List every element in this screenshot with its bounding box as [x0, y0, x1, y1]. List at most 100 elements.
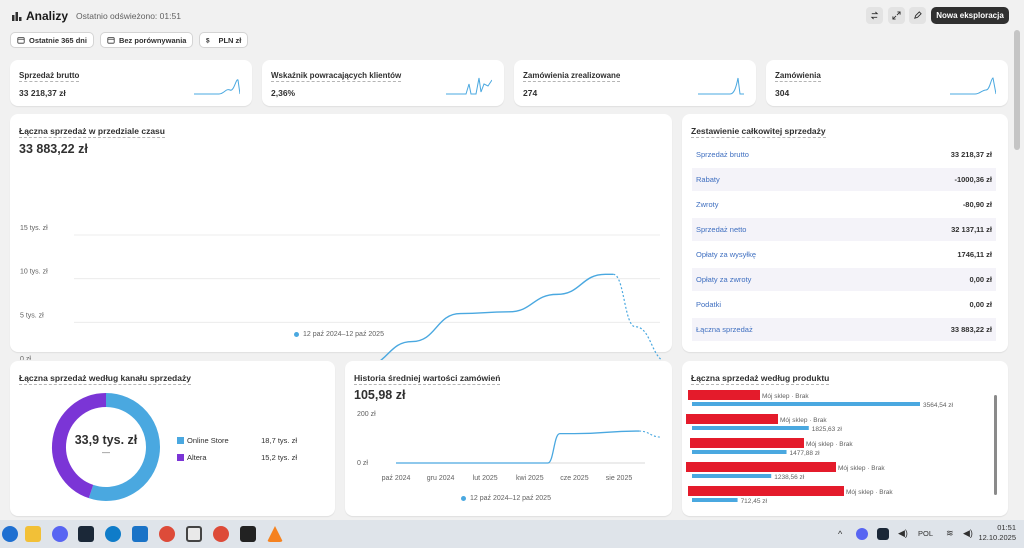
product-label: Mój sklep · Brak — [780, 417, 827, 424]
chevron-up-icon[interactable]: ^ — [838, 529, 843, 539]
breakdown-row[interactable]: Opłaty za zwroty 0,00 zł — [692, 268, 996, 291]
page-scrollbar[interactable] — [1014, 30, 1020, 150]
discord-icon[interactable] — [52, 526, 68, 542]
breakdown-row[interactable]: Zwroty -80,90 zł — [692, 193, 996, 216]
product-value: 1477,88 zł — [790, 450, 821, 457]
channel-value: 15,2 tys. zł — [261, 452, 297, 462]
mail-icon[interactable] — [132, 526, 148, 542]
kpi-card-gross-sales[interactable]: Sprzedaż brutto 33 218,37 zł — [10, 60, 252, 106]
page-header: Analizy Ostatnio odświeżono: 01:51 Nowa … — [0, 0, 1024, 30]
breakdown-row[interactable]: Opłaty za wysyłkę 1746,11 zł — [692, 243, 996, 266]
capcut-icon[interactable] — [240, 526, 256, 542]
breakdown-row[interactable]: Rabaty -1000,36 zł — [692, 168, 996, 191]
new-exploration-button[interactable]: Nowa eksploracja — [931, 7, 1009, 24]
product-bar — [692, 402, 920, 406]
folder-icon[interactable] — [25, 526, 41, 542]
calendar-compare-icon — [107, 37, 115, 44]
legend-label: 12 paź 2024–12 paź 2025 — [470, 495, 551, 502]
kpi-label: Wskaźnik powracających klientów — [271, 71, 402, 82]
kpi-card-orders[interactable]: Zamówienia 304 — [766, 60, 1008, 106]
chrome-icon[interactable] — [159, 526, 175, 542]
card-title: Łączna sprzedaż w przedziale czasu — [19, 126, 165, 138]
start-icon[interactable] — [2, 526, 18, 542]
breakdown-row[interactable]: Sprzedaż brutto 33 218,37 zł — [692, 143, 996, 166]
y-tick-label: 0 zł — [357, 460, 368, 467]
series-projection-line — [638, 430, 662, 438]
currency-icon: $ — [206, 37, 210, 44]
x-tick-label: sie 2025 — [606, 475, 633, 482]
row-label[interactable]: Opłaty za zwroty — [696, 275, 752, 284]
calendar-icon — [17, 37, 25, 44]
breakdown-row[interactable]: Podatki 0,00 zł — [692, 293, 996, 316]
product-thumbnail-bar — [690, 438, 804, 448]
fullscreen-button[interactable] — [888, 7, 905, 24]
edge-icon[interactable] — [105, 526, 121, 542]
language-indicator[interactable]: POL — [918, 529, 934, 538]
compare-label: Bez porównywania — [118, 35, 187, 45]
clock-date: 12.10.2025 — [978, 533, 1016, 542]
kpi-label: Zamówienia — [775, 71, 821, 82]
product-label: Mój sklep · Brak — [762, 393, 809, 400]
kpi-card-fulfilled-orders[interactable]: Zamówienia zrealizowane 274 — [514, 60, 756, 106]
legend-swatch — [294, 332, 299, 337]
aov-history-card: Historia średniej wartości zamówień 105,… — [345, 361, 672, 516]
breakdown-row[interactable]: Sprzedaż netto 32 137,11 zł — [692, 218, 996, 241]
row-label[interactable]: Podatki — [696, 300, 722, 309]
card-title: Łączna sprzedaż według produktu — [691, 373, 830, 385]
sales-by-channel-card: Łączna sprzedaż według kanału sprzedaży … — [10, 361, 335, 516]
row-value: 0,00 zł — [969, 300, 992, 309]
y-tick-label: 200 zł — [357, 411, 376, 418]
legend-label: 12 paź 2024–12 paź 2025 — [303, 331, 384, 338]
product-bar — [692, 426, 809, 430]
row-label[interactable]: Łączna sprzedaż — [696, 325, 753, 334]
speaker-icon[interactable]: ◀) — [963, 528, 973, 538]
row-label[interactable]: Sprzedaż netto — [696, 225, 747, 234]
row-label[interactable]: Sprzedaż brutto — [696, 150, 749, 159]
kpi-card-returning-customers[interactable]: Wskaźnik powracających klientów 2,36% — [262, 60, 504, 106]
breakdown-row[interactable]: Łączna sprzedaż 33 883,22 zł — [692, 318, 996, 341]
row-label[interactable]: Rabaty — [696, 175, 720, 184]
kpi-value: 2,36% — [271, 88, 296, 98]
tray-steam-icon[interactable] — [877, 528, 889, 540]
kpi-sparkline — [446, 77, 492, 95]
x-tick-label: gru 2024 — [427, 475, 455, 482]
kpi-sparkline — [950, 77, 996, 95]
edit-button[interactable] — [909, 7, 926, 24]
donut-slice — [88, 393, 160, 501]
channel-name: Altera — [187, 452, 207, 462]
product-value: 1825,63 zł — [812, 426, 843, 433]
row-label[interactable]: Opłaty za wysyłkę — [696, 250, 757, 259]
kpi-label: Zamówienia zrealizowane — [523, 71, 621, 82]
row-label[interactable]: Zwroty — [696, 200, 719, 209]
chrome-profile-icon[interactable] — [213, 526, 229, 542]
x-tick-label: cze 2025 — [560, 475, 589, 482]
vlc-icon[interactable] — [267, 526, 283, 542]
product-value: 3564,54 zł — [923, 402, 954, 409]
svg-text:$: $ — [206, 37, 210, 44]
product-value: 712,45 zł — [741, 498, 768, 505]
product-label: Mój sklep · Brak — [806, 441, 853, 448]
wifi-icon[interactable]: ≋ — [946, 528, 954, 538]
date-range-button[interactable]: Ostatnie 365 dni — [10, 32, 94, 48]
kpi-label: Sprzedaż brutto — [19, 71, 80, 82]
product-label: Mój sklep · Brak — [846, 489, 893, 496]
series-line — [396, 430, 640, 464]
x-tick-label: lut 2025 — [473, 475, 498, 482]
bar-chart-icon — [12, 12, 22, 21]
refresh-status: Ostatnio odświeżono: 01:51 — [76, 11, 181, 21]
y-tick-label: 5 tys. zł — [20, 312, 44, 319]
currency-button[interactable]: $ PLN zł — [199, 32, 249, 48]
y-tick-label: 10 tys. zł — [20, 269, 48, 276]
x-tick-label: kwi 2025 — [516, 475, 544, 482]
refresh-button[interactable] — [866, 7, 883, 24]
clock[interactable]: 01:51 12.10.2025 — [976, 523, 1016, 543]
steam-icon[interactable] — [78, 526, 94, 542]
volume-icon[interactable]: ◀) — [898, 528, 908, 538]
chrome-active-icon[interactable] — [186, 526, 202, 542]
tray-discord-icon[interactable] — [856, 528, 868, 540]
product-scrollbar[interactable] — [994, 395, 997, 495]
donut-total: 33,9 tys. zł — [74, 433, 138, 447]
kpi-sparkline — [698, 77, 744, 95]
compare-button[interactable]: Bez porównywania — [99, 32, 194, 48]
